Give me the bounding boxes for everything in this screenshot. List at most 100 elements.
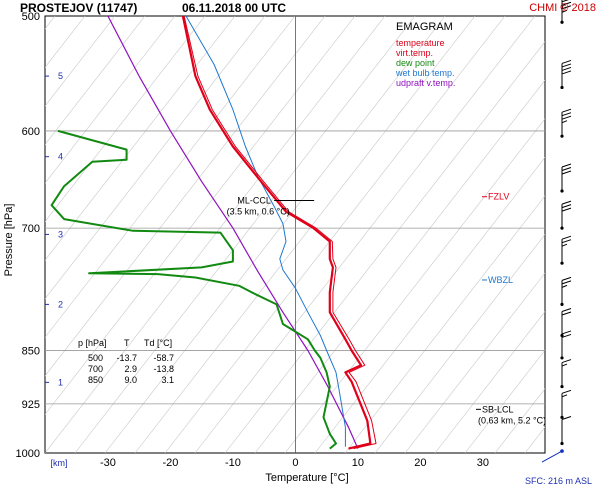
km-tick-label: 5 <box>58 71 63 81</box>
dry-adiabat-line <box>344 195 545 453</box>
wind-barb-station <box>560 226 564 230</box>
wind-barb-station <box>560 302 564 306</box>
copyright: CHMI © 2018 <box>529 2 596 14</box>
wind-barb-station <box>560 449 564 453</box>
wind-barb-station <box>560 384 564 389</box>
dry-adiabat-line <box>45 16 236 261</box>
wind-barb-feather <box>561 308 572 313</box>
height-ticks: 5 4 3 2 1 <box>45 71 63 387</box>
wind-barb-feather <box>561 389 572 394</box>
sb-lcl-value: (0.63 km, 5.2 °C) <box>478 415 546 425</box>
table-cell: 2.9 <box>124 364 137 374</box>
dry-adiabat-line <box>45 16 146 146</box>
legend-temperature: temperature <box>396 38 445 48</box>
dry-adiabat-line <box>585 16 600 453</box>
temperature-tick-label: -30 <box>100 457 116 469</box>
wind-barb <box>560 163 572 193</box>
wind-barb-feather <box>561 200 572 205</box>
table-header-p: p [hPa] <box>78 338 107 348</box>
dry-adiabat-line <box>45 16 266 300</box>
wind-barb-station <box>560 441 564 446</box>
wind-barb-feather <box>561 333 572 338</box>
wind-barb-feather <box>561 108 572 113</box>
dry-adiabat-line <box>314 156 545 453</box>
wind-barb-feather <box>561 311 572 316</box>
table-header-t: T <box>124 338 130 348</box>
dry-adiabat-line <box>45 16 206 223</box>
wind-barb-feather <box>561 59 572 64</box>
wind-barb-station <box>560 20 564 24</box>
table-header-td: Td [°C] <box>144 338 172 348</box>
wind-barb <box>560 330 572 360</box>
wind-barb-feather <box>561 0 569 3</box>
wind-barb-feather <box>561 276 572 281</box>
table-cell: 700 <box>88 364 103 374</box>
wind-barb-half-feather <box>561 284 568 288</box>
temperature-tick-label: 0 <box>292 457 298 469</box>
wind-barb-feather <box>561 204 572 209</box>
wind-barb-station <box>560 415 564 419</box>
dry-adiabat-line <box>194 16 536 453</box>
datetime-title: 06.11.2018 00 UTC <box>182 1 286 15</box>
table-cell: 9.0 <box>124 375 137 385</box>
wind-barb-feather <box>561 239 572 244</box>
isobars <box>45 130 545 405</box>
legend-wet-bulb: wet bulb temp. <box>395 68 455 78</box>
pressure-tick-label: 500 <box>22 11 40 23</box>
table-cell: -58.7 <box>153 353 174 363</box>
wind-barb-station <box>560 356 564 360</box>
series-line-virt-temp- <box>183 16 377 450</box>
dry-adiabat-line <box>45 16 326 377</box>
pressure-tick-label: 600 <box>22 126 40 138</box>
dry-adiabat-line <box>45 16 116 107</box>
legend-dew-point: dew point <box>396 58 435 68</box>
temperature-tick-label: 30 <box>477 457 489 469</box>
wind-barb <box>560 108 572 138</box>
temperature-tick-label: 10 <box>352 457 364 469</box>
wind-barb-half-feather <box>561 394 568 398</box>
dry-adiabat-line <box>374 234 545 453</box>
wind-barb-half-feather <box>561 363 568 367</box>
dry-adiabat-line <box>404 272 545 453</box>
y-axis-label: Pressure [hPa] <box>3 204 15 277</box>
wind-barb-feather <box>561 5 572 10</box>
series-line-dew-point <box>50 129 337 450</box>
ml-ccl-value: (3.5 km, 0.6 °C) <box>227 207 290 217</box>
wind-barb-feather <box>561 163 572 168</box>
table-cell: -13.8 <box>153 364 174 374</box>
pressure-tick-label: 1000 <box>16 448 40 460</box>
wind-barb <box>560 415 572 446</box>
sounding-table: p [hPa] T Td [°C] 500 -13.7 -58.7 700 2.… <box>78 338 174 385</box>
wind-barb <box>560 235 572 265</box>
wind-barb <box>560 200 572 230</box>
table-cell: 500 <box>88 353 103 363</box>
wind-barb-feather <box>561 112 572 117</box>
wind-barb-station <box>560 261 564 265</box>
dry-adiabat-line <box>464 349 545 453</box>
km-tick-label: 2 <box>58 299 63 309</box>
wind-barb-feather <box>561 207 572 212</box>
wind-barb-feather <box>561 167 572 172</box>
wind-barb-station <box>560 85 564 90</box>
table-cell: 850 <box>88 375 103 385</box>
wind-barb <box>560 359 572 389</box>
table-cell: 3.1 <box>161 375 174 385</box>
dry-adiabat-line <box>254 79 545 453</box>
legend-updraft: udpraft v.temp. <box>396 78 455 88</box>
series-line-wet-bulb-temp- <box>185 16 346 447</box>
wbzl-label: WBZL <box>488 275 513 285</box>
km-tick-label: 3 <box>58 229 63 239</box>
pressure-tick-label: 925 <box>22 399 40 411</box>
km-tick-label: 4 <box>58 152 63 162</box>
sfc-label: SFC: 216 m ASL <box>525 476 592 486</box>
temperature-tick-label: -20 <box>162 457 178 469</box>
wind-barb-feather <box>561 1 572 6</box>
wind-barb-feather <box>561 415 572 420</box>
wind-barb-staff <box>541 450 563 463</box>
profile-series <box>50 16 377 450</box>
wind-barb <box>560 389 572 419</box>
temperature-tick-label: 20 <box>414 457 426 469</box>
pressure-tick-label: 700 <box>22 223 40 235</box>
wind-barb <box>560 308 572 338</box>
